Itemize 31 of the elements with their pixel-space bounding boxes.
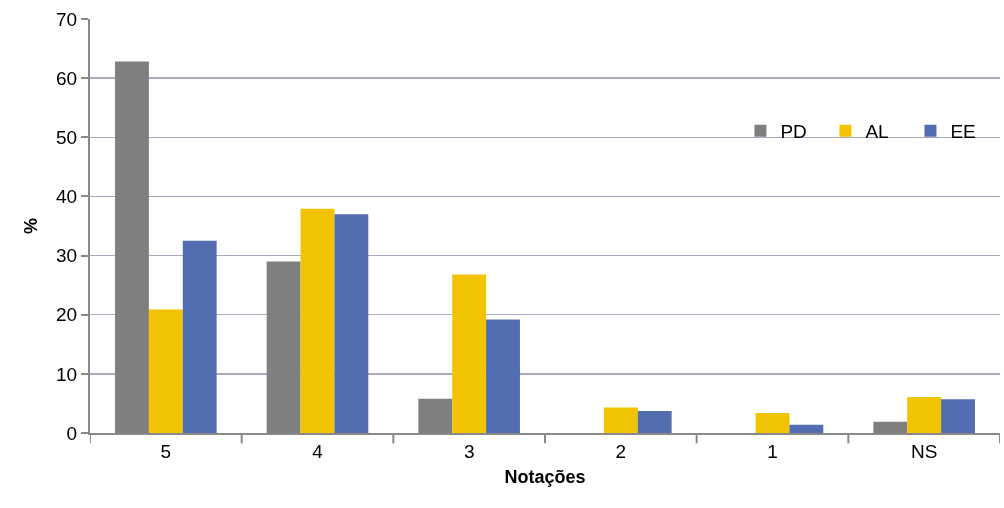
y-tick-label: 60 [56, 67, 78, 89]
bar [300, 208, 335, 433]
legend-label: EE [950, 121, 976, 143]
x-tick-label: 1 [767, 440, 778, 462]
x-tick-label: NS [910, 440, 938, 462]
bar [637, 411, 672, 433]
bar [907, 396, 942, 433]
bar [182, 240, 217, 433]
y-tick-label: 30 [56, 245, 78, 267]
y-tick-label: 0 [66, 422, 78, 444]
bar [334, 214, 369, 433]
y-tick-label: 10 [56, 363, 78, 385]
y-axis-title: % [20, 217, 41, 235]
y-tick-label: 40 [56, 186, 78, 208]
bar [148, 309, 183, 433]
x-tick-label: 3 [463, 440, 475, 462]
y-tick-label: 20 [56, 304, 78, 326]
bar [486, 319, 520, 433]
x-tick-label: 4 [312, 440, 324, 462]
x-tick-label: 5 [160, 440, 172, 462]
legend-label: PD [780, 121, 807, 143]
bar [789, 424, 824, 433]
bar [603, 407, 638, 433]
x-tick-label: 2 [615, 440, 627, 462]
y-tick-label: 70 [56, 8, 78, 30]
y-tick-label: 50 [56, 126, 78, 148]
bar [941, 399, 975, 433]
bar [755, 412, 790, 433]
x-axis-title: Notações [504, 467, 586, 488]
bar [452, 274, 487, 433]
legend-label: AL [865, 121, 889, 143]
